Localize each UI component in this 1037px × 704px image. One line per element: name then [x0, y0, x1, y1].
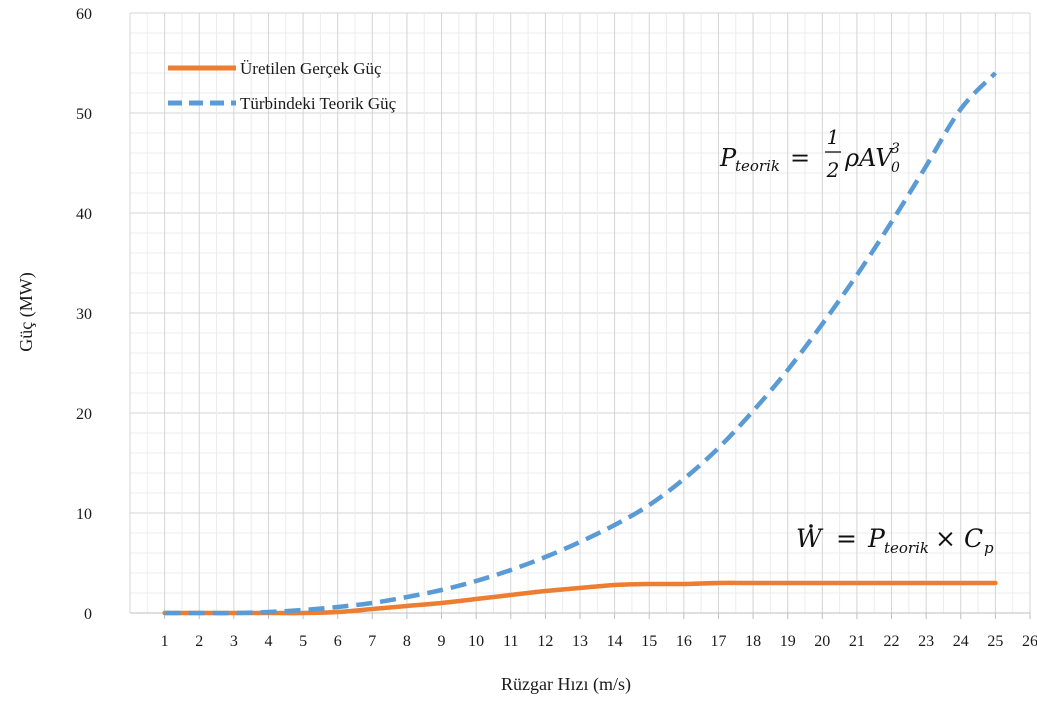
series-line-2	[164, 71, 998, 616]
x-tick-label: 13	[572, 633, 588, 650]
x-tick-label: 12	[537, 633, 553, 650]
svg-text:P: P	[867, 524, 886, 553]
svg-text:×: ×	[935, 524, 956, 553]
x-tick-label: 20	[814, 633, 830, 650]
legend-label-2: Türbindeki Teorik Güç	[240, 94, 397, 113]
x-tick-label: 6	[334, 633, 342, 650]
svg-text:teorik: teorik	[884, 539, 929, 557]
x-axis-title: Rüzgar Hızı (m/s)	[501, 674, 631, 695]
x-tick-label: 1	[161, 633, 169, 650]
x-tick-label: 25	[987, 633, 1003, 650]
x-tick-label: 19	[780, 633, 796, 650]
actual-power-formula: W = P teorik × C p	[796, 524, 994, 557]
svg-text:ρAV: ρAV	[844, 144, 895, 172]
y-tick-label: 60	[76, 6, 92, 23]
x-tick-label: 4	[264, 633, 272, 650]
x-tick-label: 26	[1022, 633, 1037, 650]
x-tick-label: 5	[299, 633, 307, 650]
series-line-1	[162, 580, 998, 616]
theoretical-power-formula: P teorik = 1 2 ρAV 0 3	[719, 125, 900, 182]
svg-text:=: =	[836, 524, 857, 553]
svg-text:1: 1	[827, 125, 840, 149]
svg-text:0: 0	[891, 160, 900, 176]
x-tick-label: 15	[641, 633, 657, 650]
svg-text:P: P	[719, 144, 737, 172]
x-tick-label: 14	[607, 633, 623, 650]
y-tick-label: 20	[76, 406, 92, 423]
svg-text:2: 2	[826, 158, 840, 182]
series-lines	[162, 71, 998, 616]
x-tick-label: 23	[918, 633, 934, 650]
svg-text:teorik: teorik	[735, 157, 780, 175]
svg-text:C: C	[964, 524, 983, 553]
x-tick-label: 3	[230, 633, 238, 650]
x-tick-label: 2	[195, 633, 203, 650]
y-tick-label: 30	[76, 306, 92, 323]
svg-text:=: =	[790, 144, 810, 172]
x-tick-label: 8	[403, 633, 411, 650]
y-tick-label: 0	[84, 606, 92, 623]
y-axis-title: Güç (MW)	[16, 272, 37, 351]
legend: Üretilen Gerçek Güç Türbindeki Teorik Güç	[168, 59, 397, 113]
x-tick-label: 17	[710, 633, 726, 650]
grid	[129, 12, 1031, 614]
svg-text:W: W	[796, 524, 824, 553]
x-tick-label: 9	[438, 633, 446, 650]
x-tick-label: 21	[849, 633, 865, 650]
x-tick-label: 11	[503, 633, 518, 650]
y-tick-label: 40	[76, 206, 92, 223]
y-tick-label: 50	[76, 106, 92, 123]
legend-label-1: Üretilen Gerçek Güç	[240, 59, 382, 78]
svg-text:p: p	[984, 539, 994, 557]
x-tick-label: 16	[676, 633, 692, 650]
x-tick-label: 10	[468, 633, 484, 650]
x-tick-label: 7	[368, 633, 376, 650]
y-tick-label: 10	[76, 506, 92, 523]
x-tick-label: 18	[745, 633, 761, 650]
x-tick-label: 24	[953, 633, 969, 650]
svg-text:3: 3	[891, 141, 900, 157]
x-tick-label: 22	[884, 633, 900, 650]
